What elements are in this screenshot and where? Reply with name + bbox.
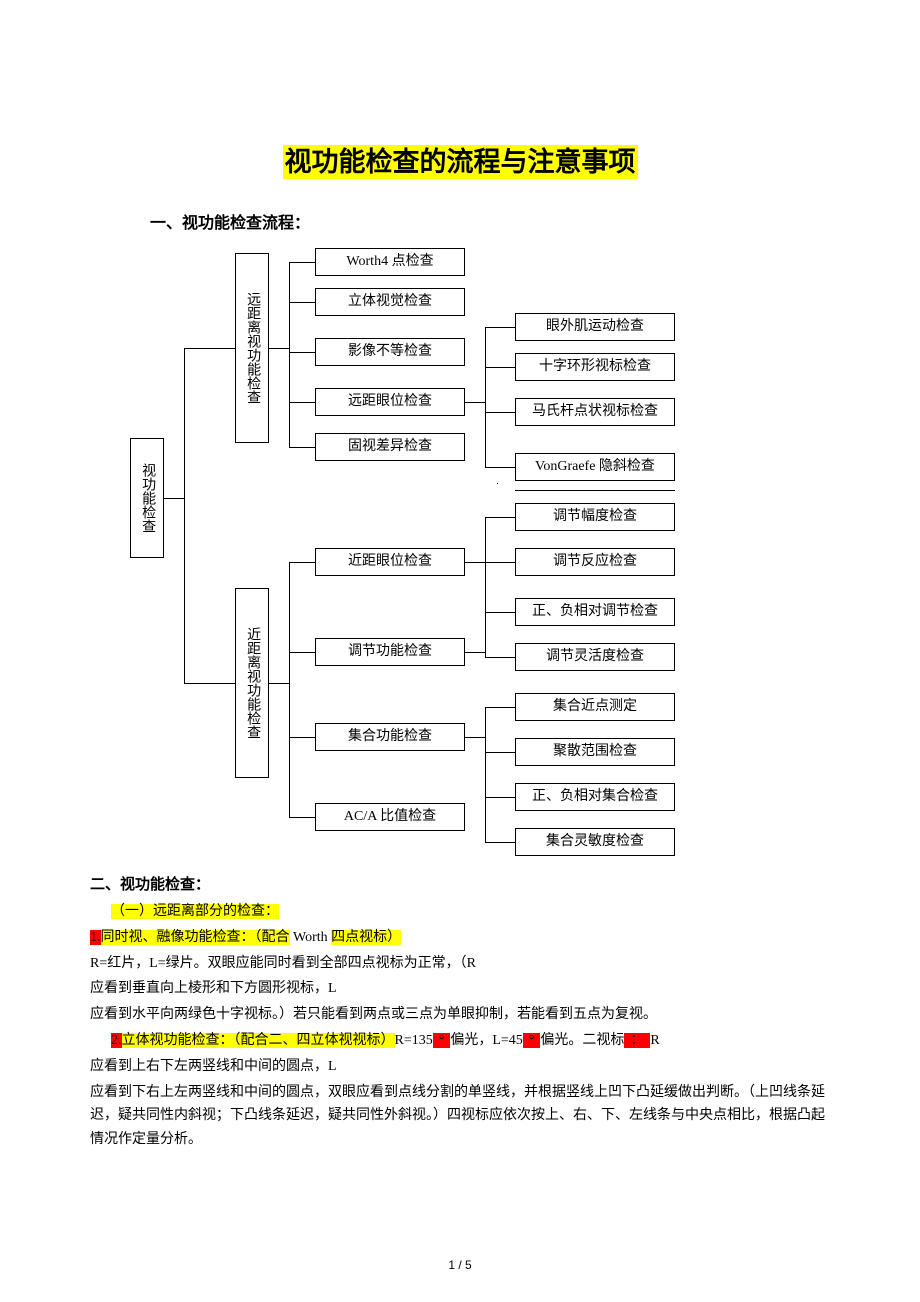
item1-p2: 应看到垂直向上棱形和下方圆形视标，L [90, 977, 830, 1001]
connector [485, 517, 486, 657]
node-far-r3: 马氏杆点状视标检查 [515, 398, 675, 426]
node-far-b4: 远距眼位检查 [315, 388, 465, 416]
connector [485, 842, 515, 843]
connector [289, 652, 315, 653]
connector [485, 797, 515, 798]
node-near-r5: 集合近点测定 [515, 693, 675, 721]
connector [485, 367, 515, 368]
node-near-r3: 正、负相对调节检查 [515, 598, 675, 626]
connector [289, 262, 290, 447]
item2-t1: 偏光，L=45 [450, 1033, 522, 1048]
node-near-r1: 调节幅度检查 [515, 503, 675, 531]
node-far: 远距离视功能检查 [235, 253, 269, 443]
item1-p3: 应看到水平向两绿色十字视标。）若只能看到两点或三点为单眼抑制，若能看到五点为复视… [90, 1003, 830, 1027]
connector [289, 262, 315, 263]
section-2-heading: 二、视功能检查： [90, 873, 830, 894]
item2-t3: R [650, 1033, 659, 1048]
connector [515, 490, 675, 491]
connector [485, 517, 515, 518]
connector [289, 562, 290, 817]
connector [289, 562, 315, 563]
connector [269, 683, 289, 684]
connector [184, 348, 235, 349]
connector [497, 483, 498, 484]
item2-deg1: ° [433, 1033, 451, 1048]
connector [485, 612, 515, 613]
node-far-b3: 影像不等检查 [315, 338, 465, 366]
item2-p2: 应看到下右上左两竖线和中间的圆点，双眼应看到点线分割的单竖线，并根据竖线上凹下凸… [90, 1081, 830, 1152]
node-near-r8: 集合灵敏度检查 [515, 828, 675, 856]
sub-a-text: （一）远距离部分的检查： [111, 904, 279, 919]
item2-t2: 偏光。二视标 [540, 1033, 624, 1048]
page-footer: 1 / 5 [0, 1258, 920, 1272]
item-2-header: 2.立体视功能检查：（配合二、四立体视视标）R=135°偏光，L=45°偏光。二… [90, 1029, 830, 1053]
connector [485, 327, 486, 467]
node-near: 近距离视功能检查 [235, 588, 269, 778]
node-far-b1: Worth4 点检查 [315, 248, 465, 276]
connector [164, 498, 184, 499]
node-far-r1: 眼外肌运动检查 [515, 313, 675, 341]
subsection-a: （一）远距离部分的检查： [90, 900, 830, 924]
item2-p1: 应看到上右下左两竖线和中间的圆点，L [90, 1055, 830, 1079]
connector [485, 327, 515, 328]
title-text: 视功能检查的流程与注意事项 [283, 145, 638, 179]
node-far-b2: 立体视觉检查 [315, 288, 465, 316]
item1-mid: Worth [290, 930, 332, 945]
connector [184, 683, 235, 684]
connector [485, 752, 515, 753]
node-far-r4: VonGraefe 隐斜检查 [515, 453, 675, 481]
item1-title-a: 同时视、融像功能检查：（配合 [101, 930, 290, 945]
section-1-heading: 一、视功能检查流程： [150, 209, 830, 233]
node-near-b4: AC/A 比值检查 [315, 803, 465, 831]
node-near-r6: 聚散范围检查 [515, 738, 675, 766]
flowchart: 视功能检查 远距离视功能检查 近距离视功能检查 Worth4 点检查 立体视觉检… [100, 243, 820, 863]
connector [289, 352, 315, 353]
connector [289, 737, 315, 738]
connector [289, 302, 315, 303]
node-near-b1: 近距眼位检查 [315, 548, 465, 576]
connector [269, 348, 289, 349]
node-near-r7: 正、负相对集合检查 [515, 783, 675, 811]
item1-p1: R=红片，L=绿片。双眼应能同时看到全部四点视标为正常，（R [90, 952, 830, 976]
connector [485, 707, 486, 842]
connector [289, 402, 315, 403]
connector [465, 562, 515, 563]
item2-title: 立体视功能检查：（配合二、四立体视视标） [122, 1033, 395, 1048]
item1-num: 1. [90, 930, 101, 945]
connector [485, 657, 515, 658]
connector [465, 737, 485, 738]
node-near-r4: 调节灵活度检查 [515, 643, 675, 671]
connector [485, 412, 515, 413]
item-1-header: 1.同时视、融像功能检查：（配合 Worth 四点视标） [90, 926, 830, 950]
connector [289, 447, 315, 448]
connector [485, 707, 515, 708]
page: 视功能检查的流程与注意事项 一、视功能检查流程： 视功能检查 远距离视功能检查 … [0, 0, 920, 1302]
page-title: 视功能检查的流程与注意事项 [90, 140, 830, 179]
connector [289, 817, 315, 818]
connector [465, 402, 485, 403]
item2-num: 2. [111, 1033, 122, 1048]
node-near-b2: 调节功能检查 [315, 638, 465, 666]
node-far-b5: 固视差异检查 [315, 433, 465, 461]
item2-deg2: ° [523, 1033, 541, 1048]
connector [485, 467, 515, 468]
node-near-b3: 集合功能检查 [315, 723, 465, 751]
connector [465, 652, 485, 653]
item2-deg3: ： [624, 1033, 650, 1048]
node-far-r2: 十字环形视标检查 [515, 353, 675, 381]
node-root: 视功能检查 [130, 438, 164, 558]
connector [184, 348, 185, 683]
node-near-r2: 调节反应检查 [515, 548, 675, 576]
item2-r: R=135 [395, 1033, 433, 1048]
item1-title-c: 四点视标） [331, 930, 401, 945]
